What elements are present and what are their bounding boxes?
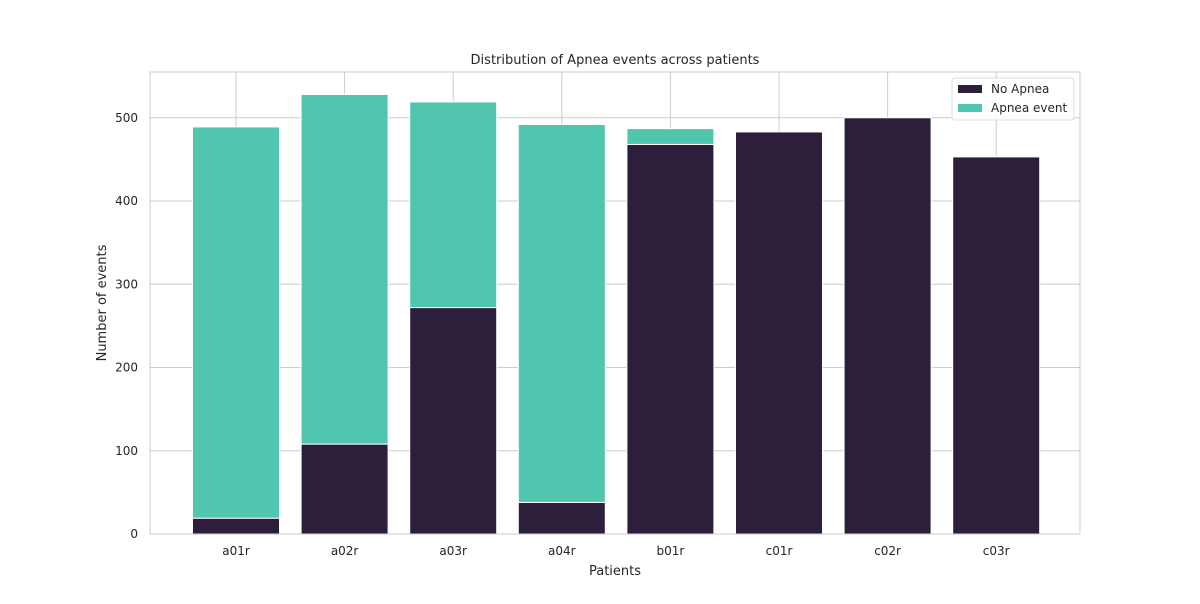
bar-no-apnea-c01r	[735, 131, 823, 535]
x-tick-label: c01r	[766, 544, 793, 558]
legend-box	[951, 77, 1075, 121]
y-tick-label: 100	[115, 444, 138, 458]
x-tick-label: a03r	[439, 544, 467, 558]
bar-no-apnea-a04r	[517, 501, 606, 535]
legend-swatch-apnea-event	[958, 104, 982, 112]
bar-apnea-event-b01r	[626, 128, 715, 145]
bar-layer	[192, 93, 1041, 535]
y-tick-labels: 0 100 200 300 400 500	[115, 111, 138, 541]
chart-title: Distribution of Apnea events across pati…	[471, 53, 760, 68]
bar-apnea-event-a03r	[409, 101, 498, 309]
x-tick-label: c03r	[983, 544, 1010, 558]
legend-label-apnea-event: Apnea event	[991, 101, 1067, 115]
y-tick-label: 0	[130, 527, 138, 541]
bar-no-apnea-c02r	[843, 117, 932, 535]
bar-no-apnea-a02r	[300, 443, 389, 535]
bar-no-apnea-a01r	[192, 517, 280, 535]
bar-no-apnea-b01r	[626, 143, 715, 535]
x-tick-label: a02r	[331, 544, 359, 558]
y-tick-label: 500	[115, 111, 138, 125]
legend: No Apnea Apnea event	[951, 77, 1075, 121]
bar-apnea-event-a01r	[192, 126, 280, 519]
legend-swatch-no-apnea	[958, 85, 982, 93]
bar-no-apnea-a03r	[409, 307, 498, 535]
y-tick-label: 400	[115, 194, 138, 208]
x-tick-labels: a01r a02r a03r a04r b01r c01r c02r c03r	[222, 544, 1009, 558]
bar-apnea-event-a04r	[517, 123, 606, 503]
x-tick-label: a04r	[548, 544, 576, 558]
y-tick-label: 200	[115, 361, 138, 375]
x-tick-label: c02r	[874, 544, 901, 558]
bar-apnea-event-a02r	[300, 93, 389, 445]
plot-frame	[149, 71, 1081, 535]
y-tick-label: 300	[115, 277, 138, 291]
y-axis-label: Number of events	[95, 244, 110, 361]
x-tick-label: b01r	[656, 544, 684, 558]
bar-no-apnea-c03r	[952, 156, 1041, 535]
x-tick-label: a01r	[222, 544, 250, 558]
x-axis-label: Patients	[589, 564, 641, 579]
legend-label-no-apnea: No Apnea	[991, 82, 1049, 96]
